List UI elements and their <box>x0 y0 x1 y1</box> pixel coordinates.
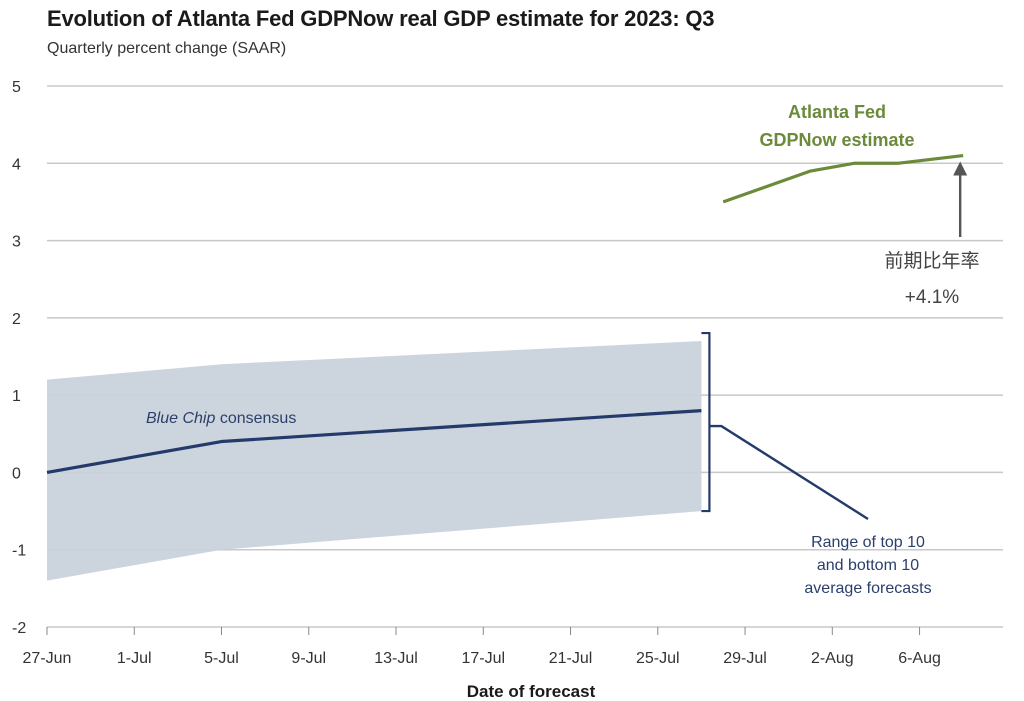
x-tick-label: 1-Jul <box>117 650 152 667</box>
y-tick-label: 1 <box>12 388 21 405</box>
x-tick-label: 25-Jul <box>636 650 680 667</box>
y-tick-label: -2 <box>12 620 26 637</box>
range-pointer-line <box>709 424 869 521</box>
x-tick-label: 5-Jul <box>204 650 239 667</box>
x-tick-label: 21-Jul <box>549 650 593 667</box>
blue-chip-label: Blue Chip consensus <box>146 410 296 427</box>
series-line-blue-chip <box>46 409 702 475</box>
x-axis-label: Date of forecast <box>467 682 596 701</box>
annotation-layer: Atlanta Fed GDPNow estimate Blue Chip cons… <box>146 102 980 597</box>
x-tick-label: 2-Aug <box>811 650 854 667</box>
y-tick-label: 2 <box>12 311 21 328</box>
range-band-layer <box>47 341 702 581</box>
series-line-gdpnow <box>722 153 964 204</box>
x-tick-label: 17-Jul <box>461 650 505 667</box>
x-tick-label: 27-Jun <box>23 650 72 667</box>
blue-chip-label-rest: consensus <box>215 410 296 427</box>
y-tick-label: 3 <box>12 234 21 251</box>
range-band <box>47 341 702 581</box>
cn-annotation-label: 前期比年率 <box>884 250 979 272</box>
range-label: Range of top 10 <box>811 534 925 551</box>
chart-title: Evolution of Atlanta Fed GDPNow real GDP… <box>47 6 715 31</box>
blue-chip-label-italic: Blue Chip <box>146 410 215 427</box>
x-tick-label: 13-Jul <box>374 650 418 667</box>
x-tick-label: 29-Jul <box>723 650 767 667</box>
range-label: average forecasts <box>804 580 931 597</box>
y-tick-label: -1 <box>12 543 26 560</box>
chart-subtitle: Quarterly percent change (SAAR) <box>47 40 287 57</box>
x-tick-label: 6-Aug <box>898 650 941 667</box>
gdpnow-label: Atlanta Fed <box>788 102 886 122</box>
range-bracket <box>701 331 711 513</box>
x-tick-label: 9-Jul <box>291 650 326 667</box>
gdpnow-label: GDPNow estimate <box>759 130 914 150</box>
y-tick-label: 5 <box>12 79 21 96</box>
y-tick-label: 4 <box>12 156 21 173</box>
axis-layer: 5 4 3 2 1 0 -1 -2 27-Jun 1-Jul 5-Jul 9-Jul 13-Jul 17-… <box>12 79 941 667</box>
series-lines <box>46 153 964 475</box>
arrow-head <box>953 161 968 176</box>
value-annotation-label: +4.1% <box>905 287 960 308</box>
y-tick-label: 0 <box>12 465 21 482</box>
range-label: and bottom 10 <box>817 557 919 574</box>
